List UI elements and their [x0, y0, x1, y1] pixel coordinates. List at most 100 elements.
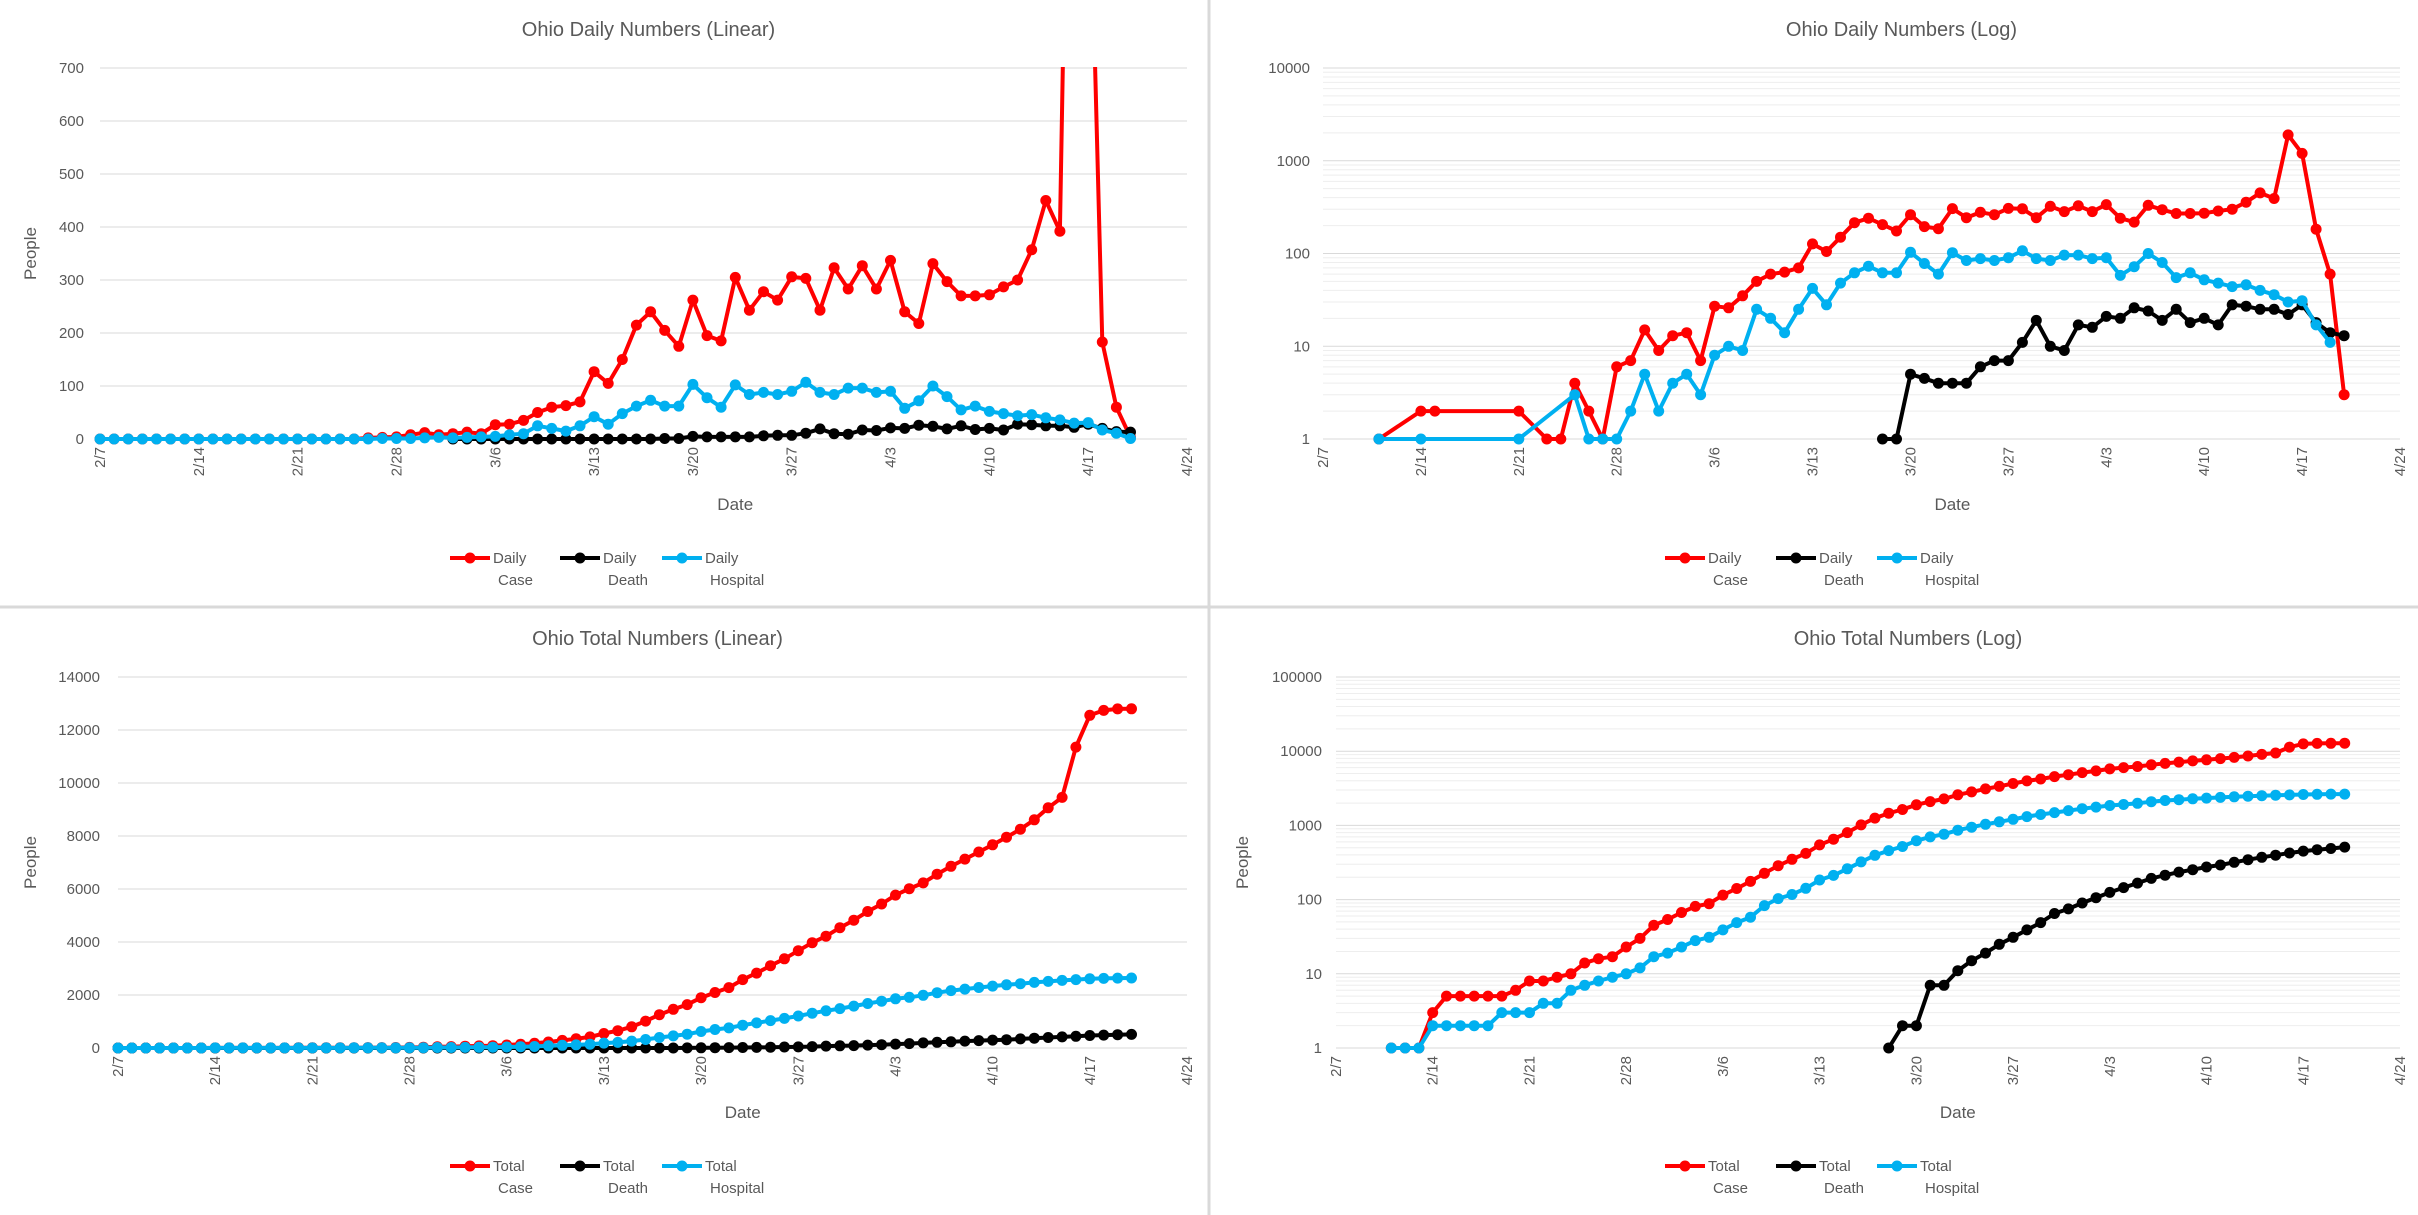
data-point	[1524, 975, 1535, 987]
x-tick-label: 2/14	[1413, 447, 1430, 476]
data-point	[1551, 997, 1563, 1009]
y-tick-label: 100	[1297, 892, 1322, 909]
data-point	[1758, 867, 1770, 879]
data-point	[834, 1003, 846, 1015]
data-point	[913, 318, 925, 329]
y-tick-label: 100000	[1272, 669, 1322, 686]
data-point	[1709, 349, 1721, 361]
data-point	[1737, 345, 1749, 356]
data-point	[1988, 209, 2000, 221]
data-point	[2311, 737, 2323, 749]
data-point	[1634, 962, 1646, 974]
data-point	[1717, 889, 1729, 901]
data-point	[503, 418, 515, 430]
data-point	[503, 429, 515, 441]
data-point	[1993, 938, 2005, 950]
x-tick-label: 2/21	[304, 1056, 321, 1085]
x-tick-label: 3/27	[2000, 447, 2017, 476]
data-point	[1040, 412, 1052, 424]
data-point	[2270, 789, 2282, 801]
data-point	[546, 401, 558, 413]
data-point	[1662, 914, 1674, 925]
data-point	[108, 433, 120, 445]
data-point	[2184, 208, 2196, 219]
data-point	[1807, 282, 1818, 294]
data-point	[2187, 755, 2199, 767]
data-point	[1932, 223, 1944, 235]
data-point	[2044, 340, 2056, 352]
legend-entry: Daily Case	[1665, 550, 1748, 589]
data-point	[792, 1010, 804, 1022]
data-point	[195, 1042, 207, 1054]
data-point	[931, 1036, 943, 1048]
y-tick-label: 8000	[67, 828, 100, 845]
data-point	[758, 286, 769, 298]
data-point	[1910, 1020, 1922, 1032]
legend-swatch-marker	[574, 1160, 586, 1172]
x-tick-label: 2/28	[402, 1056, 419, 1085]
x-tick-label: 4/10	[985, 1056, 1002, 1085]
data-point	[588, 366, 600, 378]
y-tick-label: 0	[92, 1040, 100, 1057]
data-point	[2007, 813, 2019, 825]
x-tick-label: 4/24	[2392, 447, 2409, 476]
data-point	[1070, 974, 1082, 986]
x-tick-label: 2/14	[191, 447, 208, 476]
data-point	[1565, 984, 1577, 996]
legend-entry: Total Case	[1665, 1158, 1748, 1197]
x-tick-label: 3/13	[596, 1056, 613, 1085]
data-point	[2254, 187, 2266, 199]
data-point	[489, 430, 501, 442]
data-point	[1579, 979, 1591, 991]
data-point	[983, 422, 995, 434]
x-tick-label: 4/3	[883, 447, 900, 468]
data-point	[758, 386, 769, 398]
data-point	[376, 1042, 388, 1054]
data-point	[1579, 957, 1591, 969]
data-point	[1482, 1020, 1494, 1032]
data-point	[1084, 1030, 1096, 1041]
y-tick-label: 10	[1305, 966, 1322, 983]
data-point	[2325, 737, 2337, 749]
data-point	[1897, 841, 1908, 852]
chart-total-log: Ohio Total Numbers (Log) 1 10 100 1000 10000 1…	[1233, 628, 2409, 1197]
data-point	[249, 433, 261, 445]
legend-entry: Total Hospital	[662, 1158, 764, 1197]
data-point	[2201, 754, 2212, 766]
legend-label: Case	[1713, 1180, 1748, 1197]
data-point	[1960, 212, 1972, 224]
data-point	[1026, 244, 1038, 256]
data-point	[987, 1034, 999, 1046]
data-point	[659, 324, 671, 336]
data-point	[473, 1041, 485, 1053]
data-point	[1648, 919, 1660, 931]
data-point	[168, 1042, 179, 1054]
data-point	[2007, 931, 2019, 943]
data-point	[1510, 984, 1522, 996]
x-tick-label: 4/10	[981, 447, 998, 476]
data-point	[2072, 319, 2084, 331]
data-point	[2159, 869, 2171, 881]
data-point	[1918, 372, 1930, 384]
data-point	[2118, 799, 2130, 810]
data-point	[602, 433, 614, 445]
legend-swatch-marker	[1679, 552, 1691, 564]
x-tick-label: 3/20	[1902, 447, 1919, 476]
data-point	[501, 1041, 513, 1053]
data-point	[1905, 246, 1916, 258]
data-point	[1541, 433, 1553, 445]
data-point	[1676, 941, 1687, 953]
data-point	[1653, 405, 1665, 417]
data-point	[1620, 968, 1632, 980]
legend-swatch-marker	[1891, 1160, 1903, 1172]
data-point	[584, 1038, 596, 1050]
data-point	[278, 433, 289, 445]
data-point	[1946, 247, 1958, 259]
data-point	[1606, 951, 1618, 963]
data-point	[2339, 841, 2351, 853]
data-point	[1012, 418, 1024, 430]
data-point	[687, 294, 699, 306]
data-point	[814, 423, 826, 435]
data-point	[1070, 1030, 1082, 1042]
x-tick-label: 3/6	[1715, 1056, 1732, 1077]
